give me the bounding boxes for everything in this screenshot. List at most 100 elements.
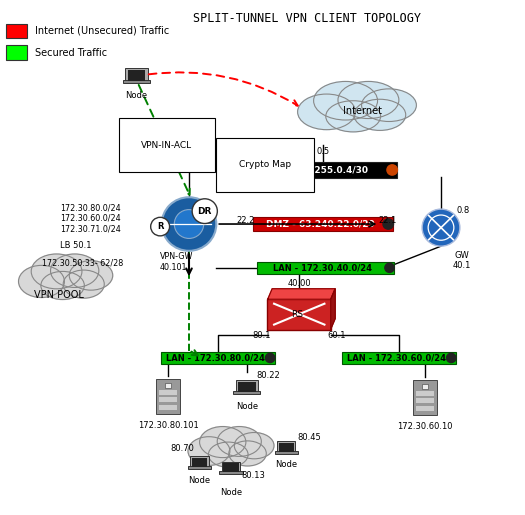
Circle shape bbox=[192, 199, 217, 224]
Circle shape bbox=[174, 210, 204, 238]
Ellipse shape bbox=[313, 81, 377, 120]
Text: 172.30.60.10: 172.30.60.10 bbox=[397, 422, 453, 431]
Polygon shape bbox=[331, 289, 335, 329]
Text: RS: RS bbox=[291, 310, 302, 319]
Text: Node: Node bbox=[236, 402, 258, 411]
Text: LB 50.1: LB 50.1 bbox=[60, 241, 92, 250]
FancyBboxPatch shape bbox=[277, 441, 296, 453]
Ellipse shape bbox=[234, 433, 274, 459]
FancyBboxPatch shape bbox=[219, 471, 243, 474]
FancyBboxPatch shape bbox=[188, 466, 211, 469]
Ellipse shape bbox=[200, 426, 246, 458]
Ellipse shape bbox=[217, 426, 261, 456]
Text: Node: Node bbox=[220, 488, 242, 497]
Text: 0.8: 0.8 bbox=[456, 206, 470, 215]
Text: 172.30.60.0/24: 172.30.60.0/24 bbox=[60, 214, 121, 223]
Ellipse shape bbox=[18, 265, 65, 298]
Text: LAN - 172.30.60.0/24: LAN - 172.30.60.0/24 bbox=[347, 353, 446, 363]
Circle shape bbox=[446, 353, 456, 363]
FancyBboxPatch shape bbox=[279, 443, 293, 452]
FancyBboxPatch shape bbox=[159, 398, 177, 402]
Text: LAN - 172.30.80.0/24: LAN - 172.30.80.0/24 bbox=[166, 353, 265, 363]
Text: 80.70: 80.70 bbox=[171, 443, 194, 453]
Ellipse shape bbox=[338, 81, 399, 118]
Text: 80.45: 80.45 bbox=[298, 433, 321, 442]
Text: 172.30.80.101: 172.30.80.101 bbox=[138, 421, 198, 430]
Text: Node: Node bbox=[188, 476, 211, 485]
Circle shape bbox=[422, 209, 460, 246]
Ellipse shape bbox=[229, 441, 266, 466]
Ellipse shape bbox=[69, 261, 113, 290]
Text: DR: DR bbox=[197, 207, 212, 216]
Text: 172.30.80.0/24: 172.30.80.0/24 bbox=[60, 203, 121, 213]
FancyBboxPatch shape bbox=[6, 45, 27, 60]
Text: Node: Node bbox=[275, 460, 297, 469]
Text: 80.22: 80.22 bbox=[256, 371, 280, 380]
Text: Internet: Internet bbox=[343, 106, 382, 116]
Ellipse shape bbox=[63, 270, 104, 298]
FancyBboxPatch shape bbox=[413, 380, 437, 415]
FancyBboxPatch shape bbox=[267, 299, 331, 330]
Text: LAN - 172.30.40.0/24: LAN - 172.30.40.0/24 bbox=[274, 263, 372, 272]
FancyBboxPatch shape bbox=[238, 382, 256, 392]
Circle shape bbox=[162, 197, 216, 251]
FancyBboxPatch shape bbox=[222, 461, 240, 473]
FancyBboxPatch shape bbox=[416, 399, 434, 403]
FancyBboxPatch shape bbox=[159, 390, 177, 395]
FancyBboxPatch shape bbox=[233, 391, 260, 394]
Text: 80.13: 80.13 bbox=[242, 471, 265, 480]
Ellipse shape bbox=[188, 437, 230, 466]
Text: 22.1: 22.1 bbox=[378, 216, 396, 226]
Text: Internet (Unsecured) Traffic: Internet (Unsecured) Traffic bbox=[35, 26, 169, 36]
Text: 40.00: 40.00 bbox=[288, 279, 311, 288]
Text: 172.30.50.33- 62/28: 172.30.50.33- 62/28 bbox=[42, 258, 123, 267]
Ellipse shape bbox=[298, 94, 355, 130]
Text: 172.30.71.0/24: 172.30.71.0/24 bbox=[60, 224, 121, 233]
FancyBboxPatch shape bbox=[161, 352, 275, 364]
Text: 80.1: 80.1 bbox=[252, 331, 271, 340]
FancyBboxPatch shape bbox=[125, 68, 148, 82]
Text: Secured Traffic: Secured Traffic bbox=[35, 47, 107, 58]
Text: 60.1: 60.1 bbox=[328, 331, 347, 340]
Ellipse shape bbox=[326, 101, 381, 132]
FancyBboxPatch shape bbox=[342, 352, 456, 364]
Text: 0.5: 0.5 bbox=[316, 147, 330, 156]
FancyBboxPatch shape bbox=[257, 262, 394, 274]
FancyBboxPatch shape bbox=[422, 384, 428, 389]
FancyBboxPatch shape bbox=[275, 451, 298, 454]
Ellipse shape bbox=[31, 254, 82, 289]
Ellipse shape bbox=[50, 254, 99, 287]
FancyBboxPatch shape bbox=[156, 379, 180, 414]
Text: VPN POOL: VPN POOL bbox=[34, 289, 84, 300]
FancyBboxPatch shape bbox=[416, 391, 434, 396]
FancyBboxPatch shape bbox=[228, 162, 397, 178]
Circle shape bbox=[265, 353, 275, 363]
Ellipse shape bbox=[208, 442, 248, 467]
FancyBboxPatch shape bbox=[192, 458, 207, 467]
Circle shape bbox=[383, 219, 394, 229]
FancyBboxPatch shape bbox=[224, 464, 238, 472]
Text: SPLIT-TUNNEL VPN CLIENT TOPOLOGY: SPLIT-TUNNEL VPN CLIENT TOPOLOGY bbox=[193, 11, 421, 25]
Text: GW
40.1: GW 40.1 bbox=[453, 251, 471, 270]
FancyBboxPatch shape bbox=[190, 456, 209, 468]
Polygon shape bbox=[268, 289, 335, 299]
Text: ISP - 63.255.0.4/30: ISP - 63.255.0.4/30 bbox=[272, 165, 368, 175]
FancyBboxPatch shape bbox=[416, 406, 434, 411]
FancyBboxPatch shape bbox=[253, 217, 393, 231]
FancyBboxPatch shape bbox=[236, 380, 258, 393]
Circle shape bbox=[385, 263, 394, 272]
Ellipse shape bbox=[362, 89, 416, 122]
Text: 22.2: 22.2 bbox=[236, 216, 255, 226]
FancyBboxPatch shape bbox=[123, 80, 150, 83]
Text: Crypto Map: Crypto Map bbox=[239, 160, 291, 169]
FancyBboxPatch shape bbox=[6, 24, 27, 38]
Text: Node: Node bbox=[125, 91, 148, 99]
Text: DMZ - 63.240.22.0/29: DMZ - 63.240.22.0/29 bbox=[266, 219, 375, 229]
FancyBboxPatch shape bbox=[165, 383, 171, 388]
Circle shape bbox=[387, 165, 397, 175]
Text: VPN-GW
40.101: VPN-GW 40.101 bbox=[160, 252, 194, 272]
FancyBboxPatch shape bbox=[128, 71, 145, 80]
Ellipse shape bbox=[41, 271, 85, 300]
Text: VPN-IN-ACL: VPN-IN-ACL bbox=[141, 141, 193, 150]
Ellipse shape bbox=[354, 99, 406, 130]
